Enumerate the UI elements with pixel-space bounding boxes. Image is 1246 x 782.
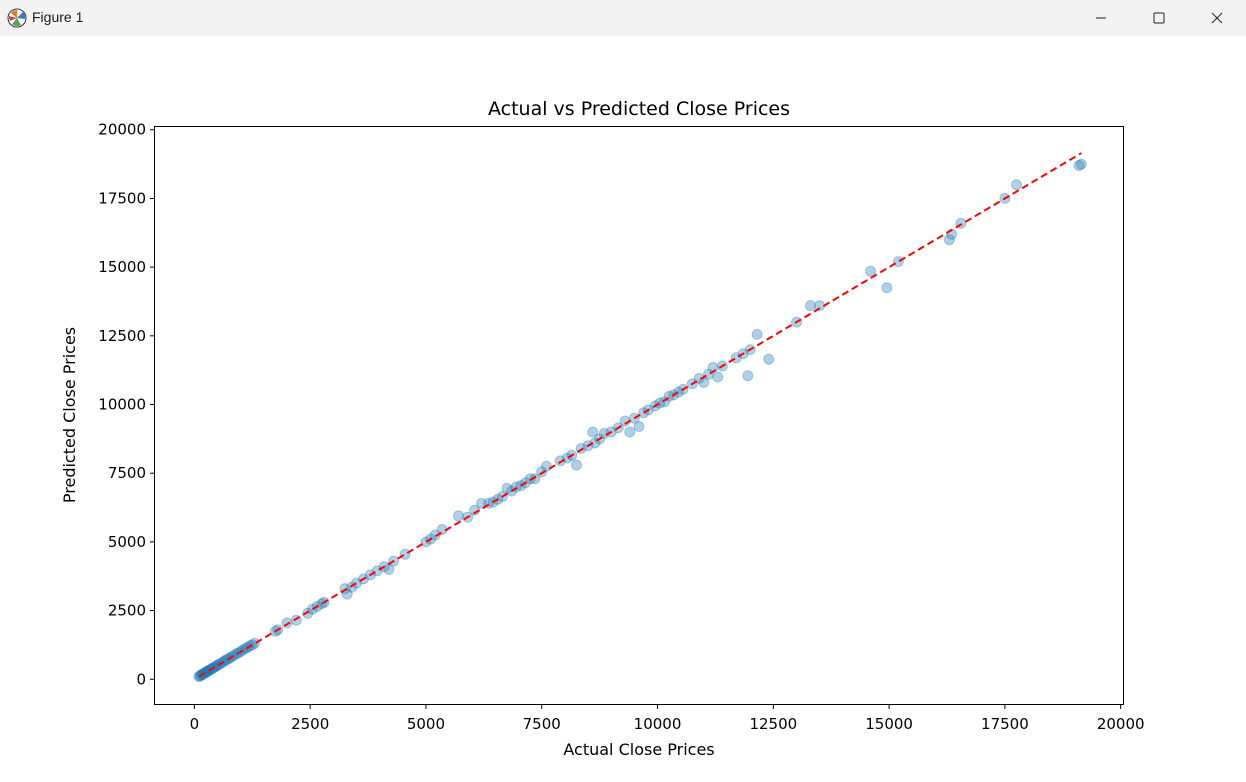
data-point	[1075, 158, 1087, 170]
close-button[interactable]	[1188, 0, 1246, 36]
close-icon	[1211, 12, 1223, 24]
x-tick-label: 10000	[634, 715, 682, 733]
x-tick-label: 12500	[749, 715, 797, 733]
data-point	[865, 265, 877, 277]
data-point	[892, 256, 904, 268]
y-tick-label: 12500	[98, 327, 146, 345]
data-point	[587, 426, 599, 438]
data-point	[529, 473, 541, 485]
x-tick-label: 15000	[865, 715, 913, 733]
data-point	[943, 234, 955, 246]
x-tick-label: 2500	[291, 715, 329, 733]
data-point	[1011, 179, 1022, 191]
data-point	[712, 371, 724, 383]
axes-frame	[154, 126, 1124, 705]
data-point	[624, 426, 636, 438]
data-point	[742, 370, 754, 382]
figure-canvas: Actual vs Predicted Close Prices 0 2500 50…	[0, 36, 1246, 782]
data-point	[476, 497, 487, 509]
data-point	[452, 510, 464, 522]
data-point	[290, 614, 302, 626]
minimize-button[interactable]	[1072, 0, 1130, 36]
data-point	[524, 473, 536, 485]
data-point	[763, 353, 775, 365]
data-point	[804, 300, 816, 312]
x-tick-label: 0	[190, 715, 200, 733]
y-tick-label: 5000	[108, 533, 146, 551]
data-point	[302, 607, 314, 619]
y-tick-label: 0	[136, 670, 146, 688]
y-tick-label: 10000	[98, 396, 146, 414]
data-point	[751, 328, 763, 340]
data-point	[469, 504, 481, 516]
data-point	[281, 617, 293, 629]
scatter-chart: Actual vs Predicted Close Prices 0 2500 50…	[60, 98, 1145, 759]
window-title: Figure 1	[32, 9, 84, 25]
data-point	[536, 466, 548, 478]
data-point	[249, 637, 261, 649]
x-tick-label: 7500	[523, 715, 561, 733]
x-axis-label: Actual Close Prices	[563, 740, 714, 759]
data-point	[554, 455, 566, 467]
y-axis-label: Predicted Close Prices	[60, 327, 79, 503]
maximize-icon	[1153, 12, 1165, 24]
y-axis-ticks: 0 2500 5000 7500 10000 12500 15000 17500 20000	[98, 121, 155, 688]
data-point	[429, 529, 441, 541]
minimize-icon	[1096, 17, 1106, 19]
y-tick-label: 15000	[98, 258, 146, 276]
x-tick-label: 20000	[1097, 715, 1145, 733]
data-point	[633, 421, 645, 432]
data-point	[1073, 160, 1085, 171]
y-tick-label: 7500	[108, 464, 146, 482]
data-point	[540, 460, 552, 472]
y-tick-label: 2500	[108, 602, 146, 620]
data-point	[341, 588, 353, 600]
y-tick-label: 20000	[98, 121, 146, 139]
data-point	[399, 548, 411, 560]
x-tick-label: 17500	[981, 715, 1029, 733]
points-layer	[193, 158, 1087, 682]
y-tick-label: 17500	[98, 189, 146, 207]
x-axis-ticks: 0 2500 5000 7500 10000 12500 15000 17500 20000	[190, 704, 1145, 733]
matplotlib-icon	[7, 8, 27, 28]
reference-line	[198, 152, 1082, 678]
data-point	[571, 459, 582, 471]
data-point	[881, 282, 893, 294]
x-tick-label: 5000	[407, 715, 445, 733]
maximize-button[interactable]	[1130, 0, 1188, 36]
title-bar: Figure 1	[0, 0, 1246, 36]
chart-title: Actual vs Predicted Close Prices	[488, 98, 790, 120]
